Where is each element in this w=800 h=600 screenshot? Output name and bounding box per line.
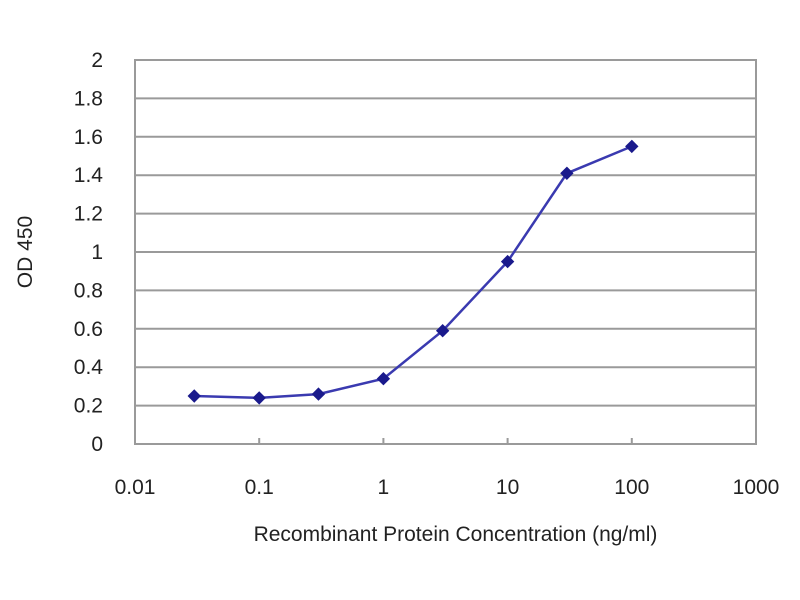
y-tick-label: 0.8	[74, 279, 103, 302]
x-axis-tick-labels: 0.01 0.1 1 10 100 1000	[115, 476, 780, 499]
x-tick-label: 0.01	[115, 476, 156, 499]
y-axis-tick-labels: 0 0.2 0.4 0.6 0.8 1 1.2 1.4 1.6 1.8 2	[74, 49, 104, 456]
x-tick-label: 100	[614, 476, 649, 499]
x-tick-label: 0.1	[245, 476, 274, 499]
x-axis-tick-marks	[134, 438, 757, 444]
data-point-marker	[625, 139, 639, 154]
data-point-markers	[187, 139, 639, 405]
data-point-marker	[311, 387, 326, 401]
data-point-marker	[500, 254, 515, 269]
y-tick-label: 0.4	[74, 356, 104, 379]
y-tick-label: 2	[91, 49, 103, 72]
y-axis-title: OD 450	[14, 216, 37, 288]
data-point-marker	[252, 391, 266, 405]
series-line	[194, 145, 633, 400]
y-tick-label: 0.2	[74, 395, 103, 418]
x-tick-label: 10	[496, 476, 519, 499]
data-point-marker	[435, 324, 450, 338]
x-tick-label: 1	[378, 476, 390, 499]
y-tick-label: 1.2	[74, 203, 103, 226]
y-tick-label: 1.4	[74, 164, 104, 187]
y-tick-label: 1	[91, 241, 103, 264]
data-point-marker	[187, 389, 201, 403]
y-tick-label: 1.6	[74, 126, 103, 149]
data-point-marker	[376, 372, 391, 386]
y-tick-label: 0.6	[74, 318, 103, 341]
data-point-marker	[560, 166, 574, 180]
y-tick-label: 0	[91, 433, 103, 456]
plot-area	[134, 59, 757, 445]
x-axis-title: Recombinant Protein Concentration (ng/ml…	[254, 523, 658, 546]
grid-lines	[135, 59, 756, 445]
y-tick-label: 1.8	[74, 87, 103, 110]
x-tick-label: 1000	[733, 476, 780, 499]
